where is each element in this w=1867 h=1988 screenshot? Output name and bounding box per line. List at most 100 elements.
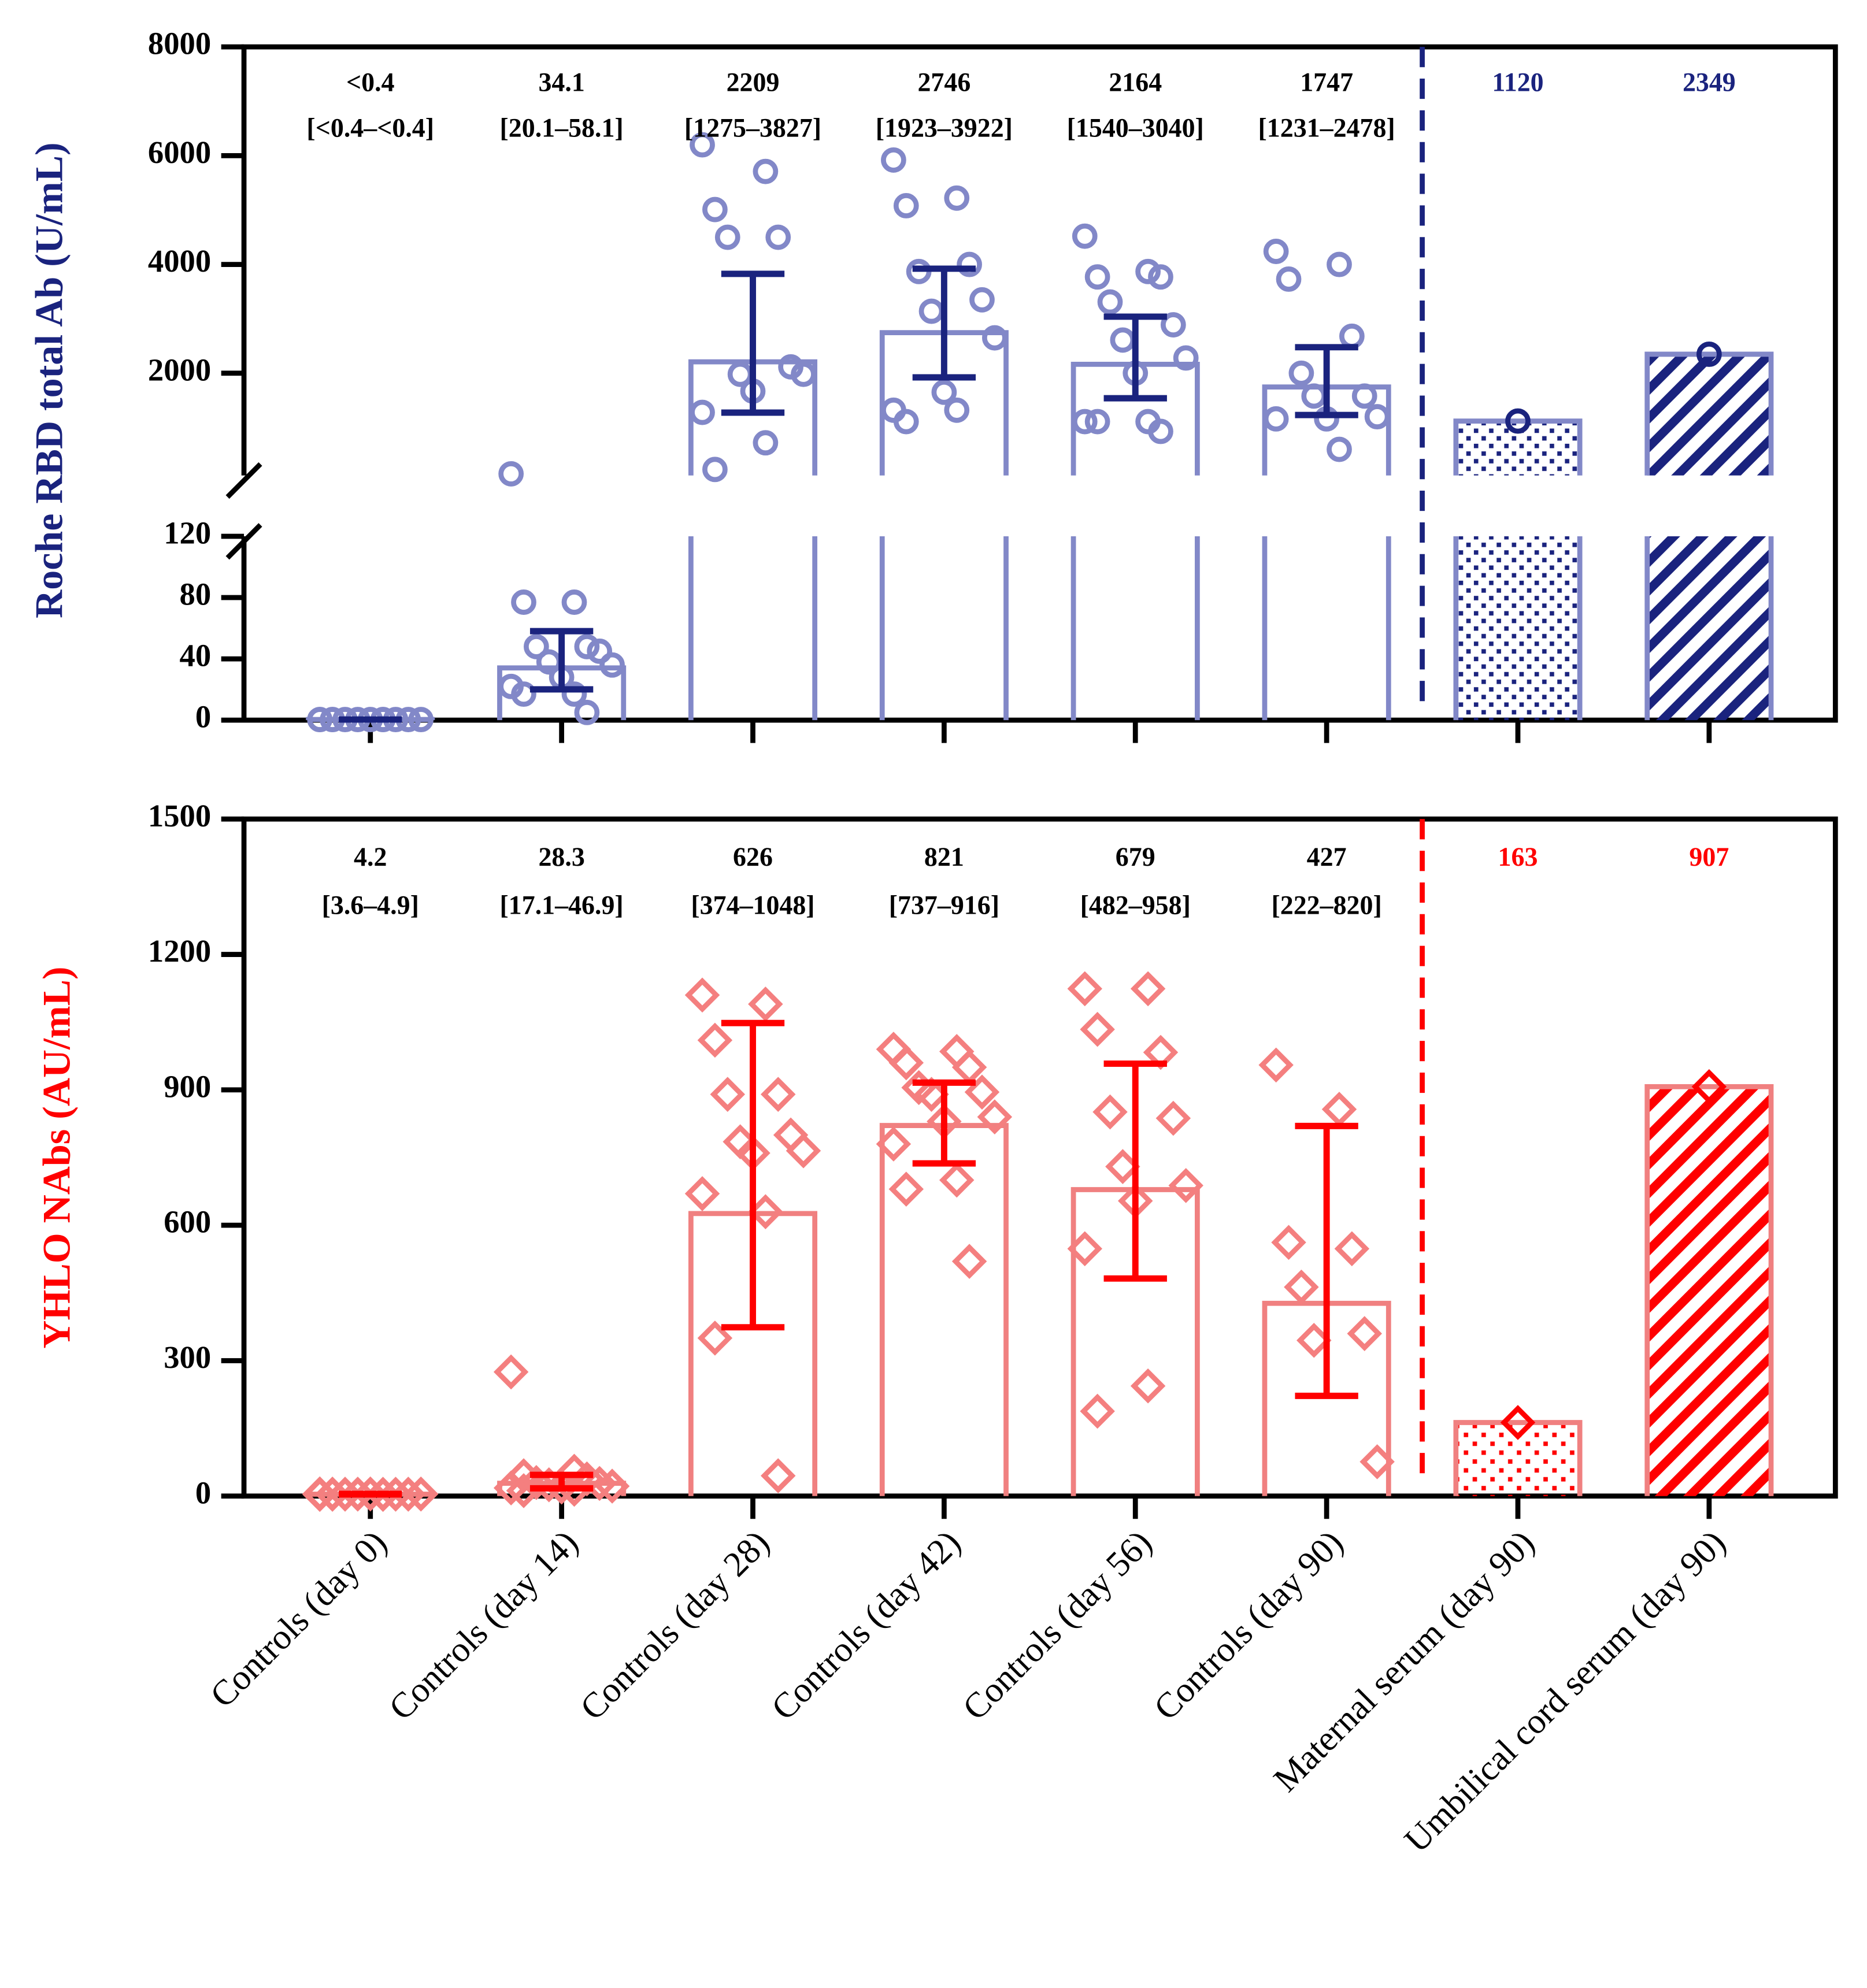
data-point: [365, 1477, 401, 1512]
data-point: [574, 633, 600, 659]
bar-fill: [1647, 1086, 1772, 1496]
data-point: [1696, 342, 1722, 367]
median-label: 34.1: [538, 67, 584, 97]
data-point: [1080, 1393, 1115, 1429]
median-label: 4.2: [354, 842, 387, 871]
data-point: [599, 652, 625, 678]
data-point: [1067, 971, 1103, 1007]
data-point: [511, 589, 536, 615]
data-point: [944, 185, 970, 211]
data-point: [561, 681, 587, 707]
data-point: [760, 1077, 796, 1112]
data-point: [690, 399, 715, 425]
data-point: [888, 1045, 924, 1081]
data-point: [957, 251, 982, 277]
data-point: [1327, 436, 1352, 462]
data-point: [753, 430, 779, 456]
data-point: [1160, 312, 1186, 337]
bar-fill: [1455, 536, 1580, 721]
data-point: [378, 1477, 413, 1512]
data-point: [951, 1049, 987, 1085]
interval-label: [222–820]: [1271, 890, 1381, 919]
data-point: [748, 986, 783, 1022]
data-point: [1168, 1168, 1203, 1203]
data-point: [1334, 1231, 1370, 1267]
data-point: [888, 1171, 924, 1207]
bar: [1453, 418, 1583, 721]
data-point: [531, 1467, 566, 1503]
data-point: [881, 397, 906, 423]
data-point: [1276, 266, 1302, 292]
data-point: [1691, 1069, 1727, 1104]
error-bar: [1103, 313, 1167, 402]
y-tick-label: 2000: [148, 352, 211, 387]
data-point: [1296, 1322, 1332, 1358]
data-point: [710, 1077, 746, 1112]
x-tick-label: Controls (day 28): [573, 1523, 777, 1728]
y-tick-label: 1200: [148, 933, 211, 969]
data-point: [1148, 264, 1173, 290]
error-bar: [1295, 1122, 1358, 1399]
data-point: [340, 1477, 376, 1512]
x-tick-label: Controls (day 56): [955, 1523, 1159, 1728]
data-point: [702, 196, 728, 222]
data-point: [753, 158, 779, 184]
data-point: [1173, 345, 1199, 371]
median-label: 2349: [1683, 67, 1736, 97]
data-point: [1288, 360, 1314, 386]
data-point: [1084, 409, 1110, 435]
y-tick-label: 80: [180, 577, 212, 612]
data-point: [791, 361, 816, 387]
x-tick-label: Controls (day 0): [203, 1523, 395, 1715]
data-point: [493, 1354, 529, 1390]
median-label: 163: [1498, 842, 1538, 871]
data-point: [314, 1476, 350, 1512]
median-label: 2164: [1109, 67, 1162, 97]
data-point: [1110, 327, 1136, 353]
interval-label: [482–958]: [1080, 890, 1191, 919]
data-point: [939, 1162, 975, 1198]
interval-label: [1540–3040]: [1067, 113, 1204, 142]
data-point: [914, 1077, 949, 1112]
data-point: [302, 1476, 338, 1512]
data-point: [587, 638, 613, 664]
data-point: [403, 1476, 439, 1512]
y-tick-label: 0: [195, 1475, 211, 1510]
data-point: [748, 1194, 783, 1230]
data-point: [1092, 1094, 1128, 1130]
bottom-frame: [241, 816, 1838, 1499]
median-label: <0.4: [346, 67, 395, 97]
error-bar: [721, 1019, 785, 1331]
bar: [879, 330, 1009, 721]
data-point: [964, 1074, 1000, 1110]
y-tick-label: 8000: [148, 26, 211, 61]
y-tick-label: 600: [164, 1204, 211, 1240]
data-point: [760, 1458, 796, 1493]
y-tick-label: 1500: [148, 798, 211, 833]
y-tick-label: 0: [195, 699, 211, 735]
interval-label: [737–916]: [889, 890, 999, 919]
interval-label: [<0.4–<0.4]: [306, 113, 434, 142]
error-bar: [721, 270, 785, 416]
data-point: [1500, 1405, 1536, 1440]
interval-label: [374–1048]: [691, 890, 814, 919]
error-bar: [529, 628, 594, 693]
error-bar: [1295, 344, 1358, 418]
data-point: [684, 1176, 720, 1211]
data-point: [511, 681, 536, 707]
data-point: [1067, 1231, 1103, 1267]
median-label: 821: [924, 842, 964, 871]
data-point: [697, 1022, 733, 1058]
data-point: [881, 147, 906, 173]
data-point: [1105, 1149, 1140, 1184]
data-point: [981, 325, 1007, 351]
data-point: [969, 287, 995, 313]
median-label: 907: [1689, 842, 1729, 871]
data-point: [765, 224, 791, 250]
data-point: [1258, 1047, 1294, 1083]
data-point: [307, 707, 333, 733]
bar: [1262, 384, 1391, 721]
median-label: 427: [1307, 842, 1347, 871]
error-bar: [912, 265, 976, 381]
x-tick-label: Controls (day 42): [764, 1523, 968, 1728]
